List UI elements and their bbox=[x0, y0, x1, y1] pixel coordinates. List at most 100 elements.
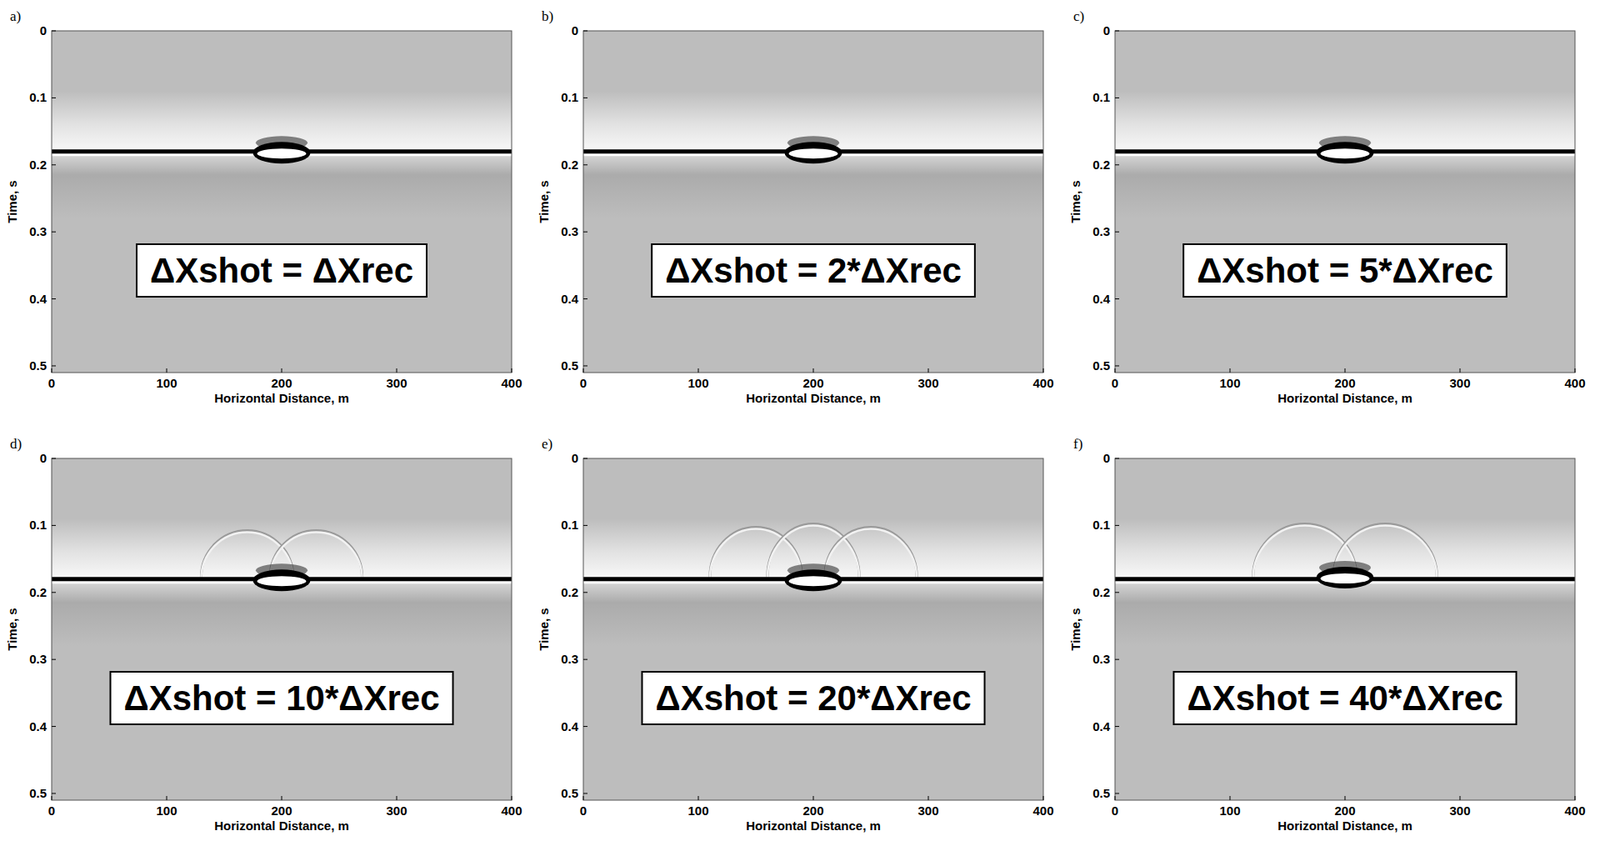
panel-label: e) bbox=[541, 435, 553, 452]
y-tick bbox=[583, 30, 588, 32]
y-axis-title: Time, s bbox=[1068, 180, 1083, 223]
x-tick bbox=[1115, 795, 1116, 800]
y-tick-label: 0.3 bbox=[29, 651, 47, 666]
x-tick bbox=[813, 795, 815, 800]
x-tick bbox=[281, 368, 283, 373]
x-tick bbox=[1575, 795, 1576, 800]
x-tick-label: 200 bbox=[270, 375, 292, 390]
diffractor bbox=[253, 141, 311, 164]
annotation: ΔXshot = 5*ΔXrec bbox=[1196, 250, 1494, 290]
y-tick-label: 0.4 bbox=[29, 719, 48, 734]
y-tick-label: 0.3 bbox=[29, 224, 47, 239]
y-tick bbox=[583, 231, 588, 233]
annotation: ΔXshot = 40*ΔXrec bbox=[1186, 678, 1503, 718]
x-tick bbox=[51, 368, 53, 373]
y-tick bbox=[1115, 458, 1120, 460]
y-tick-label: 0.1 bbox=[1092, 517, 1110, 532]
x-tick bbox=[1115, 368, 1116, 373]
x-tick bbox=[166, 368, 168, 373]
x-tick-label: 0 bbox=[1111, 375, 1119, 390]
y-tick-label: 0.1 bbox=[1092, 90, 1110, 105]
y-tick bbox=[583, 591, 588, 593]
x-tick-label: 100 bbox=[155, 803, 177, 818]
x-tick-label: 100 bbox=[155, 375, 177, 390]
y-tick-label: 0.1 bbox=[29, 90, 47, 105]
x-tick-label: 200 bbox=[1334, 375, 1355, 390]
x-tick bbox=[813, 368, 815, 373]
diffractor bbox=[785, 141, 843, 164]
y-tick bbox=[1115, 365, 1120, 366]
annotation-frame bbox=[1183, 244, 1507, 297]
y-tick-label: 0 bbox=[1103, 450, 1110, 465]
frame bbox=[1115, 30, 1575, 373]
y-tick bbox=[583, 164, 588, 165]
y-tick bbox=[583, 725, 588, 727]
figure: 0 100 200 300 400 0 0.1 0.2 0.3 0.4 0.5 Horizontal … bbox=[0, 0, 1600, 851]
diffractor bbox=[253, 569, 311, 591]
y-axis-title: Time, s bbox=[5, 607, 20, 650]
x-tick-label: 200 bbox=[802, 803, 824, 818]
plot-area bbox=[1115, 30, 1575, 373]
x-tick-label: 300 bbox=[1449, 375, 1470, 390]
x-tick bbox=[928, 795, 930, 800]
x-axis-title: Horizontal Distance, m bbox=[214, 390, 350, 405]
y-tick bbox=[1115, 725, 1120, 727]
x-tick bbox=[1345, 795, 1346, 800]
y-tick bbox=[51, 525, 56, 526]
x-tick-label: 100 bbox=[1219, 803, 1240, 818]
x-tick bbox=[1345, 368, 1346, 373]
x-tick-label: 100 bbox=[1219, 375, 1240, 390]
x-tick-label: 200 bbox=[1334, 803, 1355, 818]
y-tick-label: 0.3 bbox=[560, 224, 579, 239]
y-tick bbox=[583, 298, 588, 300]
x-tick bbox=[1460, 368, 1461, 373]
y-tick bbox=[583, 458, 588, 460]
annotation-frame bbox=[641, 671, 985, 725]
y-tick-label: 0 bbox=[1103, 23, 1110, 38]
y-tick bbox=[1115, 591, 1120, 593]
annotation-box: ΔXshot = 10*ΔXrec bbox=[110, 671, 453, 725]
x-axis-title: Horizontal Distance, m bbox=[1277, 818, 1413, 833]
x-tick bbox=[698, 368, 700, 373]
y-tick-label: 0.1 bbox=[560, 90, 579, 105]
y-tick-label: 0.5 bbox=[1092, 358, 1110, 373]
diffractor-core bbox=[1320, 148, 1370, 159]
annotation-box: ΔXshot = 40*ΔXrec bbox=[1173, 671, 1516, 725]
y-tick bbox=[51, 365, 56, 366]
y-tick-label: 0.5 bbox=[29, 358, 47, 373]
x-tick-label: 0 bbox=[48, 375, 55, 390]
diffractor bbox=[1316, 566, 1375, 589]
y-axis-title: Time, s bbox=[536, 607, 551, 650]
x-tick bbox=[1230, 795, 1231, 800]
annotation: ΔXshot = ΔXrec bbox=[150, 250, 414, 290]
y-tick bbox=[51, 591, 56, 593]
y-tick bbox=[1115, 525, 1120, 526]
x-tick bbox=[166, 795, 168, 800]
y-tick bbox=[51, 458, 56, 460]
y-tick-label: 0.3 bbox=[560, 651, 579, 666]
x-tick-label: 300 bbox=[1449, 803, 1470, 818]
y-tick-label: 0.5 bbox=[29, 785, 47, 800]
y-tick-label: 0.3 bbox=[1092, 651, 1110, 666]
annotation-box: ΔXshot = 20*ΔXrec bbox=[641, 671, 985, 725]
background bbox=[51, 458, 512, 800]
x-tick bbox=[511, 368, 513, 373]
x-tick-label: 400 bbox=[1032, 803, 1054, 818]
y-tick bbox=[583, 97, 588, 99]
artifact-arc-shadow bbox=[767, 523, 860, 577]
y-tick-label: 0.5 bbox=[560, 358, 579, 373]
y-tick bbox=[1115, 792, 1120, 794]
plot-area bbox=[583, 30, 1044, 373]
annotation: ΔXshot = 10*ΔXrec bbox=[123, 678, 440, 718]
annotation-frame bbox=[136, 244, 427, 297]
y-tick-label: 0.4 bbox=[560, 291, 580, 306]
panel: 010020030040000.10.20.30.40.5Horizontal … bbox=[1068, 8, 1586, 405]
y-tick bbox=[583, 525, 588, 526]
panel: 010020030040000.10.20.30.40.5Horizontal … bbox=[536, 8, 1055, 405]
y-axis-title: Time, s bbox=[5, 180, 20, 223]
annotation: ΔXshot = 20*ΔXrec bbox=[655, 678, 971, 718]
y-tick-label: 0.2 bbox=[1092, 157, 1110, 172]
y-tick-label: 0.5 bbox=[560, 785, 579, 800]
panel: 010020030040000.10.20.30.40.5Horizontal … bbox=[1068, 435, 1586, 833]
x-tick-label: 0 bbox=[580, 803, 587, 818]
